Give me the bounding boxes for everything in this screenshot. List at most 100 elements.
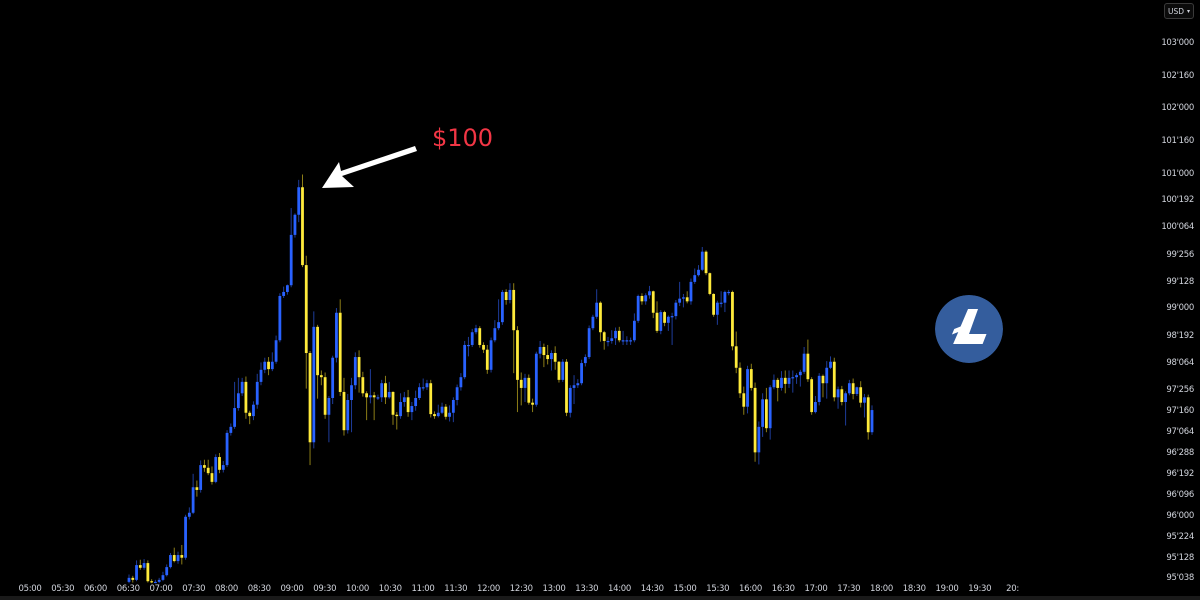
candle-body xyxy=(312,326,316,443)
candle-body xyxy=(459,377,463,388)
candle xyxy=(625,336,629,345)
candle-body xyxy=(768,387,772,429)
y-tick-label: 102'160 xyxy=(1161,71,1194,81)
chevron-down-icon: ▾ xyxy=(1186,7,1190,15)
candle-body xyxy=(734,346,738,368)
y-tick-label: 97'256 xyxy=(1166,385,1194,395)
candle xyxy=(451,397,455,423)
candle xyxy=(361,371,365,397)
candle-body xyxy=(802,353,806,372)
candle-body xyxy=(451,400,455,413)
candle-body xyxy=(387,391,391,398)
candle-body xyxy=(659,312,663,331)
x-tick-label: 11:30 xyxy=(444,584,468,594)
candle xyxy=(870,405,874,435)
candle xyxy=(742,386,746,415)
x-tick-label: 19:00 xyxy=(935,584,959,594)
candle xyxy=(467,336,470,357)
candle xyxy=(576,379,580,388)
y-tick-label: 97'064 xyxy=(1166,427,1194,437)
candle-body xyxy=(384,383,387,398)
candle-body xyxy=(154,581,157,584)
candle-body xyxy=(629,340,633,342)
candle xyxy=(187,507,191,520)
candle xyxy=(236,377,240,411)
candle xyxy=(282,286,286,298)
candle xyxy=(851,378,855,400)
candle-body xyxy=(335,312,338,358)
candle xyxy=(319,370,323,386)
candle xyxy=(557,361,561,383)
candle xyxy=(199,460,203,493)
y-tick-label: 100'064 xyxy=(1161,222,1194,232)
candle xyxy=(493,320,497,343)
candle-body xyxy=(169,555,172,568)
candle xyxy=(757,421,761,465)
candle-body xyxy=(817,375,821,403)
candle-body xyxy=(248,412,252,417)
candle xyxy=(384,375,387,405)
candle xyxy=(244,376,248,419)
currency-selector[interactable]: USD ▾ xyxy=(1164,3,1194,19)
candle-body xyxy=(685,297,689,302)
candle-body xyxy=(610,338,614,341)
x-tick-label: 18:00 xyxy=(870,584,893,594)
candle xyxy=(863,393,866,418)
candle-body xyxy=(565,361,568,413)
candle xyxy=(474,324,478,335)
candle xyxy=(286,284,289,295)
candle-body xyxy=(221,465,225,470)
candle xyxy=(225,430,229,468)
y-tick-label: 99'128 xyxy=(1166,277,1194,287)
candle xyxy=(353,352,357,390)
candle-body xyxy=(316,326,319,376)
candle-body xyxy=(433,414,436,417)
candle-body xyxy=(440,406,444,413)
candle-body xyxy=(350,385,353,400)
currency-label: USD xyxy=(1168,6,1185,16)
candle xyxy=(203,459,206,472)
candle-body xyxy=(240,381,244,394)
candle xyxy=(678,281,682,307)
candle-body xyxy=(783,377,787,384)
candle-body xyxy=(821,375,825,384)
candle xyxy=(651,290,655,319)
candle xyxy=(350,377,353,433)
y-tick-label: 96'288 xyxy=(1166,448,1194,458)
candle xyxy=(248,410,252,425)
candle-body xyxy=(463,344,467,378)
candle xyxy=(342,377,346,436)
candle-body xyxy=(780,377,783,388)
candle-body xyxy=(731,291,734,347)
candle xyxy=(485,344,489,374)
candle xyxy=(436,404,440,418)
candle xyxy=(335,308,338,363)
candle-body xyxy=(138,565,142,568)
candle-body xyxy=(523,377,527,388)
candle xyxy=(764,387,768,433)
candle-body xyxy=(519,379,523,388)
candle xyxy=(414,390,418,411)
candle xyxy=(768,385,772,440)
candle xyxy=(659,310,663,335)
candle-body xyxy=(176,555,180,562)
candle xyxy=(255,373,259,409)
candle xyxy=(278,293,282,343)
candle-body xyxy=(203,465,206,468)
candle xyxy=(478,326,482,348)
candle xyxy=(655,301,659,333)
candle-body xyxy=(855,387,859,394)
candle xyxy=(580,359,583,386)
scrollbar-track[interactable] xyxy=(0,596,1200,600)
candle-body xyxy=(402,397,406,403)
candle xyxy=(146,560,150,583)
candle-body xyxy=(516,330,519,380)
candle xyxy=(810,377,814,415)
candle xyxy=(274,335,278,364)
candle xyxy=(640,293,644,305)
candle-body xyxy=(836,389,840,398)
candle-body xyxy=(399,402,402,417)
candle-body xyxy=(757,426,761,453)
candle-body xyxy=(368,395,372,398)
candle xyxy=(184,514,187,560)
